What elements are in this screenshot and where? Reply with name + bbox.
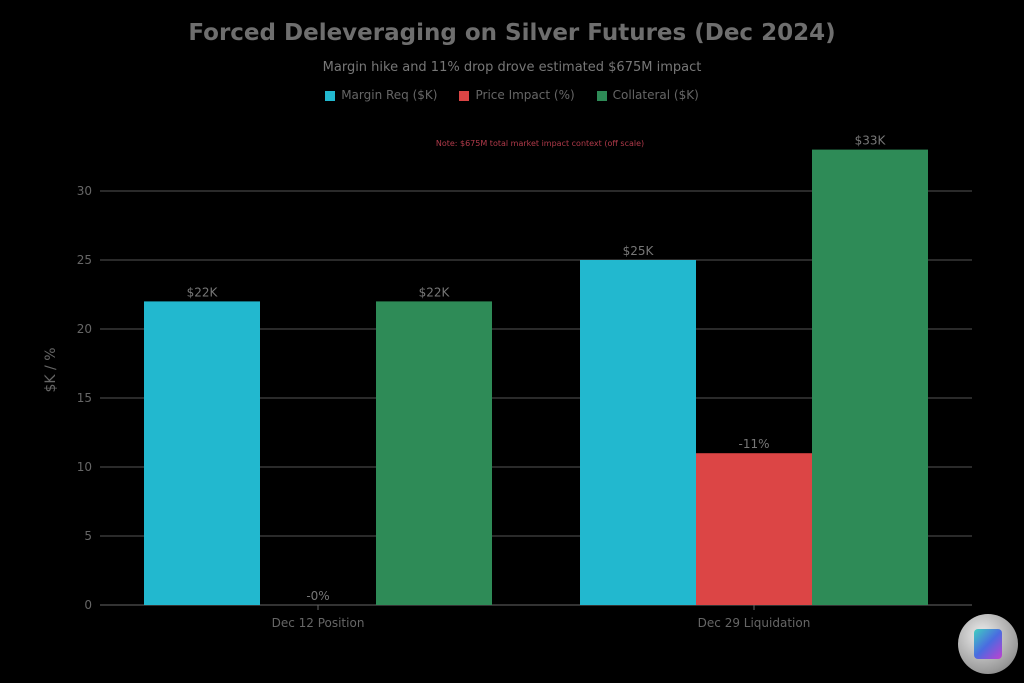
y-tick-label: 10 [77,460,92,474]
legend-label: Price Impact (%) [475,88,575,102]
x-tick-label: Dec 29 Liquidation [698,616,811,630]
y-axis-label: $K / % [43,347,59,392]
data-label: -0% [306,589,329,603]
data-label: $22K [419,285,451,299]
legend-item[interactable]: Collateral ($K) [596,88,699,102]
data-label: $25K [623,244,655,258]
data-label: -11% [738,437,769,451]
x-tick-label: Dec 12 Position [272,616,365,630]
y-tick-label: 20 [77,322,92,336]
y-tick-label: 5 [84,529,92,543]
bar [696,453,812,605]
y-tick-label: 25 [77,253,92,267]
legend: Margin Req ($K) Price Impact (%) Collate… [0,88,1024,102]
bar [580,260,696,605]
legend-item[interactable]: Price Impact (%) [459,88,575,102]
bar [144,301,260,605]
y-tick-label: 0 [84,598,92,612]
chart-subtitle: Margin hike and 11% drop drove estimated… [322,60,702,75]
legend-item[interactable]: Margin Req ($K) [325,88,437,102]
legend-label: Collateral ($K) [612,88,699,102]
chart-title: Forced Deleveraging on Silver Futures (D… [188,20,836,46]
logo [958,614,1018,674]
legend-label: Margin Req ($K) [341,88,438,102]
bar [376,301,492,605]
legend-swatch [596,90,607,101]
logo-mark [974,629,1002,659]
annotation-note: Note: $675M total market impact context … [436,139,644,148]
legend-swatch [459,90,470,101]
data-label: $33K [855,134,887,148]
data-label: $22K [187,285,219,299]
legend-swatch [325,90,336,101]
y-tick-label: 15 [77,391,92,405]
y-tick-label: 30 [77,184,92,198]
bar [812,149,928,605]
